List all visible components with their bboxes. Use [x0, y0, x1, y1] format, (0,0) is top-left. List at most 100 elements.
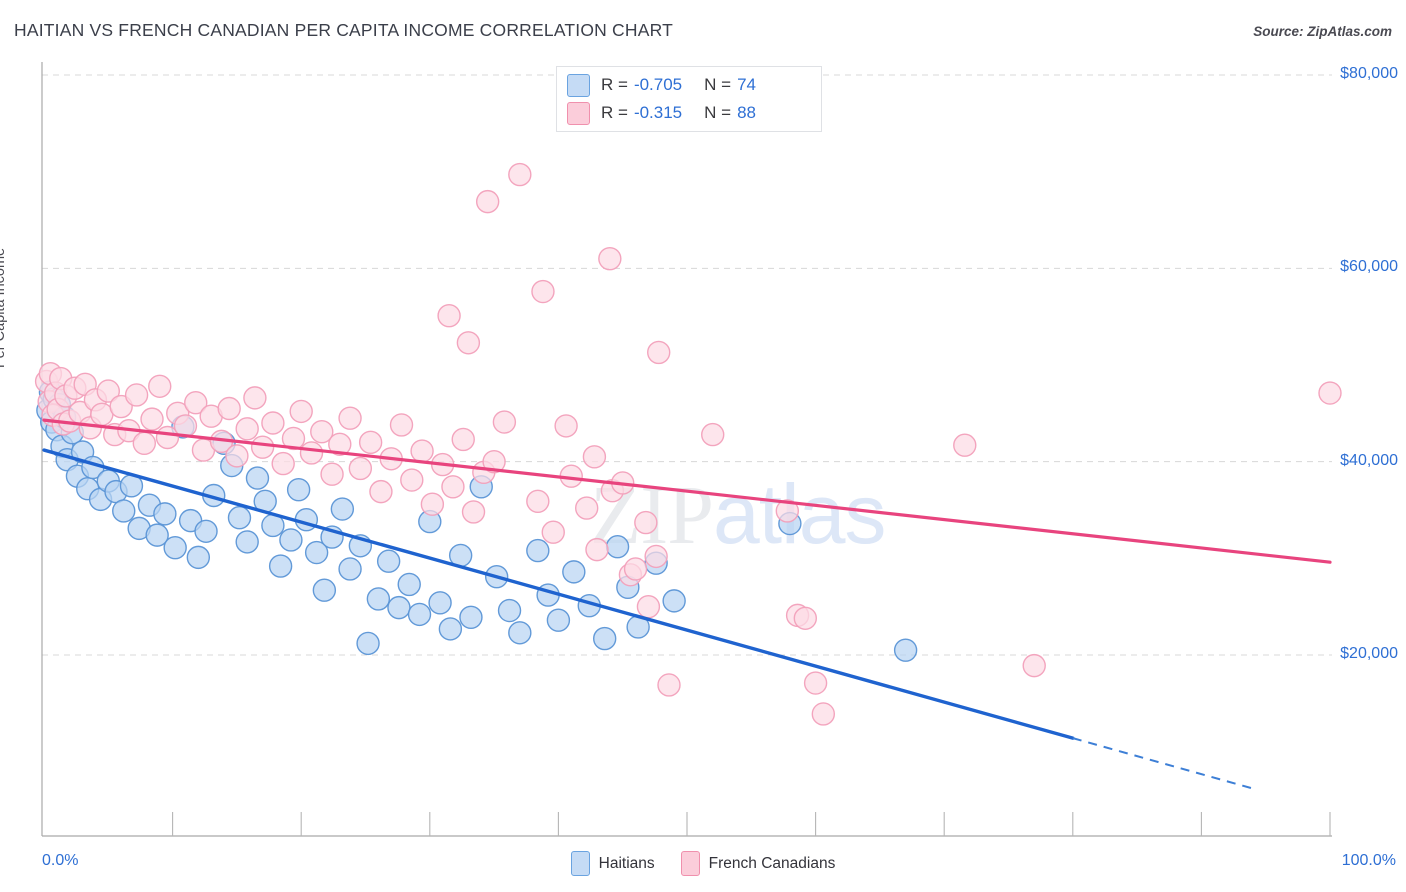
data-point: [299, 441, 324, 465]
data-point: [428, 591, 452, 615]
data-point: [657, 673, 681, 697]
data-point: [410, 439, 434, 463]
data-point: [194, 519, 218, 543]
data-point: [163, 536, 187, 560]
data-point: [153, 502, 177, 526]
data-point: [279, 528, 303, 552]
data-point: [96, 379, 121, 403]
data-point: [803, 671, 828, 695]
data-point: [243, 386, 267, 410]
trend-line-haitians-extrapolated: [1072, 737, 1254, 790]
stat-n-label-haitians: N =: [704, 75, 732, 94]
data-point: [186, 545, 211, 570]
data-point: [356, 631, 380, 656]
data-point: [793, 606, 818, 630]
data-point: [310, 420, 334, 444]
data-point: [953, 433, 977, 457]
stat-swatch-haitians: [567, 73, 590, 97]
data-point: [245, 466, 270, 490]
legend-item-french-canadians[interactable]: French Canadians: [680, 851, 836, 876]
stat-swatch-french-canadians: [567, 101, 590, 125]
data-point: [775, 499, 800, 523]
y-axis-title: Per Capita Income: [0, 247, 8, 368]
data-point: [225, 444, 249, 468]
stat-row-haitians: R = -0.705 N = 74: [567, 71, 811, 99]
data-point: [1318, 381, 1342, 405]
scatter-svg: [34, 62, 1342, 837]
data-point: [358, 430, 383, 455]
series-legend: Haitians French Canadians: [0, 851, 1406, 876]
data-point: [338, 406, 362, 430]
trend-line-french-canadians: [42, 418, 1332, 564]
legend-label-french-canadians: French Canadians: [708, 854, 836, 872]
data-point: [320, 462, 344, 486]
y-axis-tick-label: $40,000: [1340, 451, 1398, 469]
data-point: [112, 499, 136, 523]
data-point: [376, 549, 401, 573]
data-point: [562, 560, 586, 584]
data-point: [508, 162, 532, 187]
data-point: [461, 500, 486, 524]
stat-n-value-french-canadians: 88: [737, 103, 756, 122]
series-points-french-canadians: [34, 162, 1342, 726]
data-point: [546, 608, 571, 632]
stat-r-value-french-canadians: -0.315: [633, 103, 683, 122]
source-attribution: Source: ZipAtlas.com: [1253, 24, 1392, 39]
data-point: [235, 417, 259, 441]
data-point: [647, 340, 671, 365]
data-point: [387, 595, 411, 620]
stat-r-label-french-canadians: R =: [601, 103, 628, 122]
legend-swatch-haitians: [570, 851, 590, 876]
data-point: [369, 479, 393, 504]
data-point: [526, 489, 550, 513]
data-point: [893, 638, 918, 662]
y-axis-tick-label: $20,000: [1340, 645, 1398, 662]
data-point: [328, 432, 352, 456]
data-point: [492, 410, 517, 434]
data-point: [389, 413, 414, 437]
data-point: [451, 427, 475, 452]
data-point: [636, 594, 661, 619]
correlation-stats-box: R = -0.705 N = 74 R = -0.315 N = 88: [556, 66, 822, 132]
page-title: HAITIAN VS FRENCH CANADIAN PER CAPITA IN…: [14, 20, 674, 40]
stat-n-label-french-canadians: N =: [704, 103, 732, 122]
data-point: [366, 587, 391, 611]
data-point: [397, 572, 421, 597]
data-point: [407, 602, 432, 627]
legend-swatch-french-canadians: [680, 851, 700, 876]
data-point: [585, 537, 609, 562]
data-point: [338, 557, 362, 581]
data-point: [217, 396, 241, 421]
data-point: [268, 554, 293, 578]
data-point: [286, 478, 311, 502]
data-point: [623, 557, 648, 581]
data-point: [132, 431, 157, 455]
x-axis-min-label: 0.0%: [42, 852, 79, 869]
data-point: [330, 497, 355, 521]
stat-row-french-canadians: R = -0.315 N = 88: [567, 99, 811, 127]
data-point: [227, 506, 252, 530]
data-point: [437, 303, 461, 328]
data-point: [250, 435, 275, 459]
stat-r-value-haitians: -0.705: [633, 75, 683, 94]
y-axis-tick-label: $80,000: [1340, 65, 1398, 82]
y-axis-tick-label: $60,000: [1340, 258, 1398, 276]
data-point: [438, 617, 463, 641]
legend-item-haitians[interactable]: Haitians: [570, 851, 655, 876]
data-point: [140, 407, 164, 431]
data-point: [497, 598, 522, 623]
data-point: [541, 520, 565, 544]
data-point: [1022, 653, 1046, 678]
x-axis-max-label: 100.0%: [1341, 852, 1396, 869]
data-point: [289, 399, 313, 424]
data-point: [662, 589, 686, 613]
data-point: [348, 456, 373, 481]
data-point: [475, 189, 500, 214]
data-point: [271, 451, 295, 476]
data-point: [482, 449, 506, 474]
data-point: [526, 538, 550, 563]
data-point: [531, 279, 555, 304]
data-point: [281, 426, 306, 451]
legend-label-haitians: Haitians: [598, 854, 655, 872]
